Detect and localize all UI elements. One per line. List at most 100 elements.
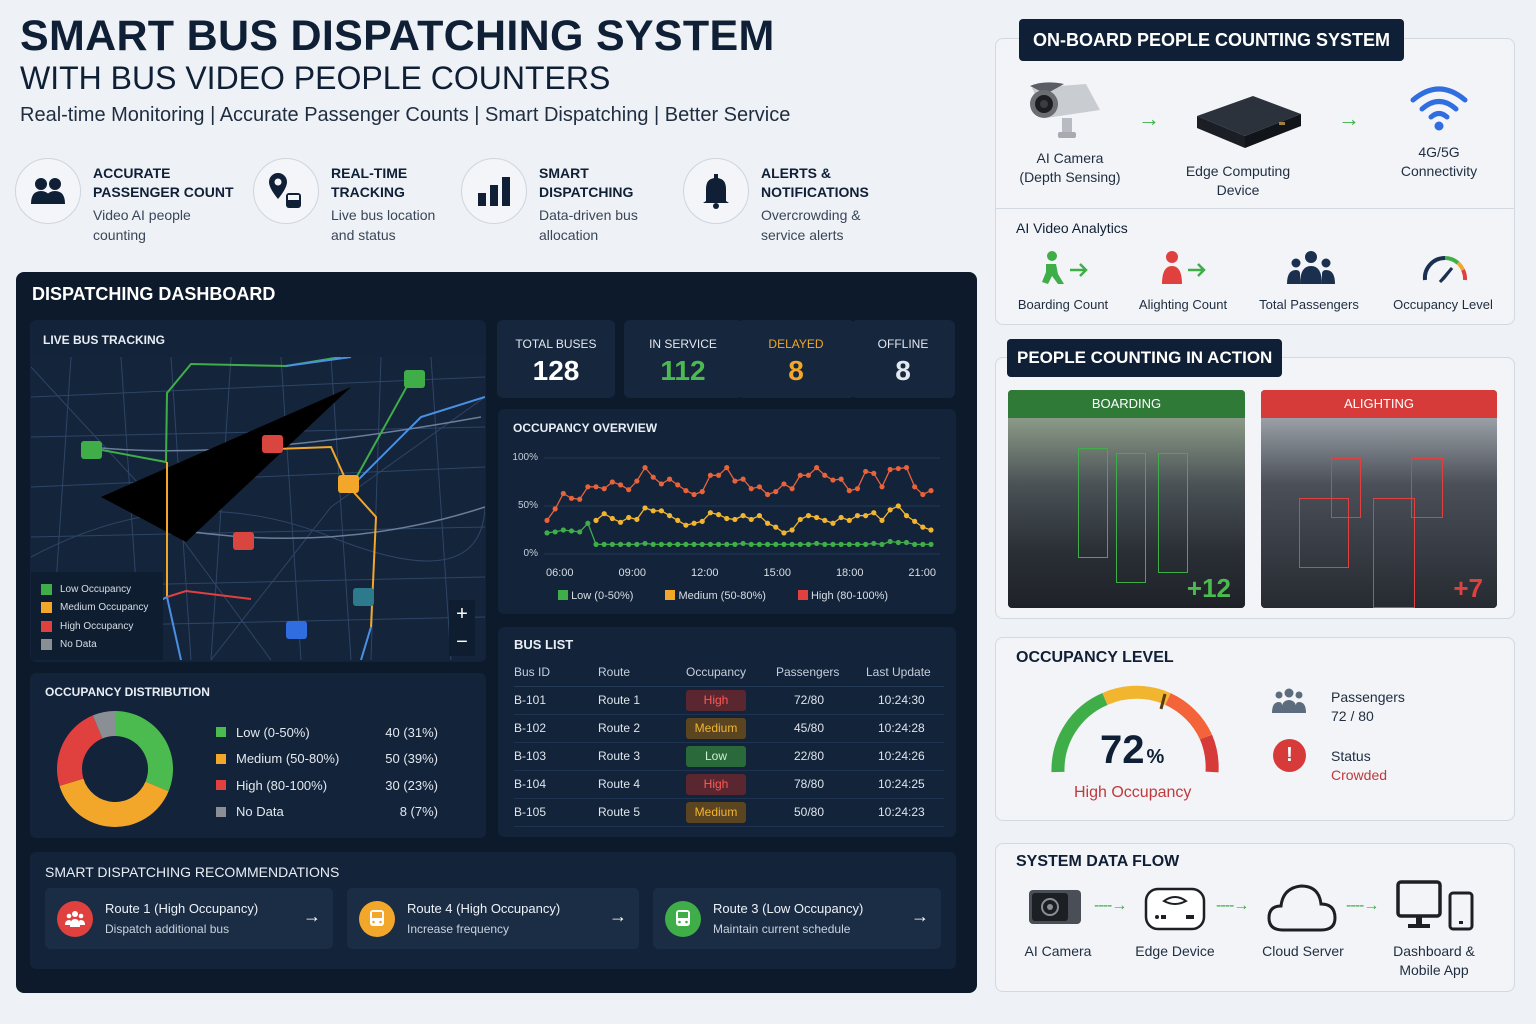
map-roads [31, 357, 485, 660]
analytics-label: Total Passengers [1259, 297, 1359, 312]
last-update: 10:24:28 [866, 714, 944, 743]
stat-total-buses: TOTAL BUSES 128 [497, 320, 615, 398]
bar-chart-icon [461, 158, 527, 224]
analytics-label: Alighting Count [1138, 297, 1228, 312]
tagline: Real-time Monitoring | Accurate Passenge… [20, 104, 791, 126]
dashed-arrow-icon: ----→ [1346, 897, 1379, 914]
page-subtitle: WITH BUS VIDEO PEOPLE COUNTERS [20, 60, 611, 96]
passengers: 22/80 [776, 742, 866, 771]
data-flow-title: SYSTEM DATA FLOW [1016, 853, 1180, 870]
bus-id: B-105 [514, 798, 598, 827]
alighting-label: ALIGHTING [1261, 390, 1497, 418]
device-label: Edge Computing Device [1185, 163, 1291, 198]
stat-value: 8 [788, 355, 804, 386]
bus-list-title: BUS LIST [514, 637, 574, 652]
feature-desc: counting [93, 227, 146, 243]
occupancy-cell: High [686, 770, 776, 799]
table-row[interactable]: B-103 Route 3 Low 22/80 10:24:26 [514, 742, 944, 771]
bus-marker-selected[interactable] [286, 621, 307, 639]
legend-swatch [216, 780, 226, 791]
occupancy-badge: Low [686, 745, 746, 767]
legend-label: Medium Occupancy [60, 602, 149, 614]
bus-id: B-102 [514, 714, 598, 743]
feature-desc: Overcrowding & [761, 207, 861, 223]
occupancy-badge: Medium [686, 801, 746, 823]
feature-title: TRACKING [331, 184, 405, 200]
stat-offline: OFFLINE 8 [851, 320, 955, 398]
arrow-right-icon[interactable]: → [609, 906, 627, 926]
bus-marker-high[interactable] [233, 532, 254, 550]
map-title: LIVE BUS TRACKING [43, 333, 166, 347]
recommendation-title: Route 3 (Low Occupancy) [713, 901, 864, 916]
column-header[interactable]: Last Update [866, 658, 944, 687]
alighting-count: +7 [1453, 573, 1483, 603]
feature-title: NOTIFICATIONS [761, 184, 869, 200]
bus-marker-low[interactable] [404, 370, 425, 388]
legend-label: Low (0-50%) [571, 590, 634, 602]
feature-desc: allocation [539, 227, 599, 243]
gauge-icon [1420, 248, 1470, 289]
column-header[interactable]: Route [598, 658, 686, 687]
legend-label: Low Occupancy [60, 583, 132, 595]
dashboard-title: DISPATCHING DASHBOARD [32, 284, 276, 304]
bus-id: B-104 [514, 770, 598, 799]
bus-marker-nodata[interactable] [353, 588, 374, 606]
legend-value: 50 (39%) [385, 751, 438, 767]
column-header[interactable]: Occupancy [686, 658, 776, 687]
legend-label: No Data [236, 804, 284, 820]
zoom-in-button[interactable]: + [456, 602, 468, 625]
stat-delayed: DELAYED 8 [737, 320, 855, 398]
table-row[interactable]: B-101 Route 1 High 72/80 10:24:30 [514, 686, 944, 715]
boarding-video-frame [1008, 418, 1245, 608]
cloud-icon [1267, 882, 1337, 939]
table-row[interactable]: B-102 Route 2 Medium 45/80 10:24:28 [514, 714, 944, 743]
table-row[interactable]: B-105 Route 5 Medium 50/80 10:24:23 [514, 798, 944, 827]
bus-marker-high[interactable] [262, 435, 283, 453]
legend-swatch [41, 602, 52, 614]
legend-label: High (80-100%) [236, 777, 328, 793]
legend-label: No Data [60, 639, 97, 651]
route: Route 1 [598, 686, 686, 715]
zoom-out-button[interactable]: − [456, 630, 468, 653]
occupancy-level-card [995, 637, 1515, 821]
legend-value: 8 (7%) [399, 804, 438, 820]
detection-box [1299, 498, 1349, 568]
recommendation-route-4[interactable]: Route 4 (High Occupancy) Increase frequen… [347, 888, 639, 949]
live-map[interactable]: Low Occupancy Medium Occupancy High Occu… [31, 357, 485, 660]
bus-id: B-103 [514, 742, 598, 771]
flow-step-label: AI Camera [1024, 943, 1092, 959]
stat-value: 128 [532, 355, 580, 386]
bus-icon [665, 900, 701, 937]
ai-camera-icon [1024, 80, 1104, 150]
arrow-right-icon[interactable]: → [303, 906, 321, 926]
column-header[interactable]: Passengers [776, 658, 866, 687]
legend-swatch [797, 590, 808, 600]
detection-box [1411, 458, 1443, 518]
table-row[interactable]: B-104 Route 4 High 78/80 10:24:25 [514, 770, 944, 799]
device-label: 4G/5G Connectivity [1400, 144, 1478, 179]
column-header[interactable]: Bus ID [514, 658, 598, 687]
recommendation-route-3[interactable]: Route 3 (Low Occupancy) Maintain current … [653, 888, 941, 949]
passengers: 50/80 [776, 798, 866, 827]
bus-marker-low[interactable] [81, 441, 102, 459]
people-icon [15, 158, 81, 224]
occupancy-badge: High [686, 773, 746, 795]
legend-label: Medium (50-80%) [678, 590, 766, 602]
stat-in-service: IN SERVICE 112 [624, 320, 742, 398]
stat-label: IN SERVICE [649, 337, 717, 351]
arrow-right-icon[interactable]: → [911, 906, 929, 926]
detection-box [1116, 453, 1146, 583]
passengers-label: Passengers [1331, 689, 1405, 705]
bus-marker-medium[interactable] [338, 475, 359, 493]
passengers: 78/80 [776, 770, 866, 799]
status-value: Crowded [1331, 767, 1388, 783]
feature-realtime-tracking: REAL-TIME TRACKING Live bus location and st… [253, 158, 435, 245]
legend-value: 30 (23%) [385, 777, 438, 793]
people-alert-icon [57, 900, 93, 937]
legend-swatch [558, 590, 568, 600]
x-tick: 09:00 [618, 567, 647, 579]
stat-value: 8 [895, 355, 911, 386]
feature-desc: Live bus location [331, 207, 436, 223]
recommendation-route-1[interactable]: Route 1 (High Occupancy) Dispatch additio… [45, 888, 333, 949]
occupancy-cell: Medium [686, 798, 776, 827]
